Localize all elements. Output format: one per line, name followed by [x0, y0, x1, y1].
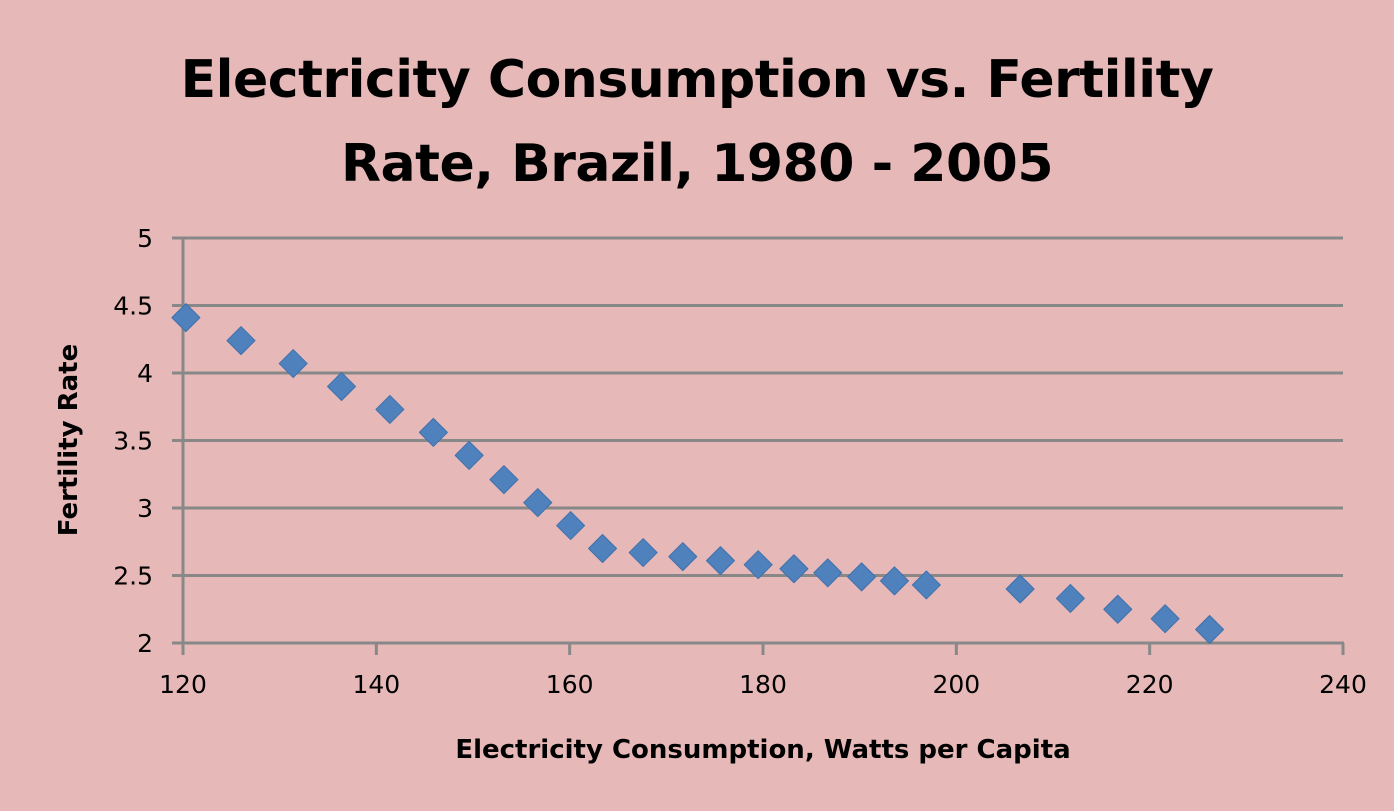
data-point [327, 372, 357, 401]
y-tick-label: 2 [137, 629, 153, 658]
data-point [1150, 604, 1180, 634]
data-point [171, 303, 201, 333]
chart-title-line-2: Rate, Brazil, 1980 - 2005 [341, 134, 1054, 194]
data-point [375, 394, 405, 424]
chart-title-line-1: Electricity Consumption vs. Fertility [180, 50, 1214, 110]
x-tick-label: 120 [159, 670, 207, 699]
data-point [879, 566, 909, 596]
y-tick-label: 2.5 [113, 562, 153, 591]
y-tick-labels: 2 2.5 3 3.5 4 4.5 5 [113, 224, 153, 658]
y-tick-label: 3 [137, 494, 153, 523]
x-tick-labels: 120 140 160 180 200 220 240 [159, 670, 1367, 699]
data-point [628, 538, 658, 568]
y-tick-label: 4.5 [113, 292, 153, 321]
data-point [489, 465, 519, 495]
data-point [847, 562, 877, 592]
x-axis-label: Electricity Consumption, Watts per Capit… [455, 735, 1070, 765]
x-tick-label: 160 [546, 670, 594, 699]
data-point [226, 326, 256, 356]
data-point [705, 546, 735, 576]
data-point [1103, 594, 1133, 624]
data-point [813, 558, 843, 588]
x-tick-label: 180 [739, 670, 787, 699]
x-tick-label: 220 [1126, 670, 1174, 699]
data-point [779, 554, 809, 584]
chart-title: Electricity Consumption vs. Fertility Ra… [0, 38, 1394, 206]
x-tick-label: 140 [352, 670, 400, 699]
data-point [556, 511, 586, 541]
x-tick-label: 200 [932, 670, 980, 699]
data-point [418, 417, 448, 447]
data-point [1005, 574, 1035, 604]
x-tick-label: 240 [1319, 670, 1367, 699]
data-point [911, 570, 941, 600]
gridlines [172, 236, 1343, 645]
y-tick-label: 3.5 [113, 427, 153, 456]
data-point [523, 488, 553, 518]
y-tick-label: 5 [137, 224, 153, 253]
data-points [171, 303, 1225, 644]
y-axis-label: Fertility Rate [54, 344, 84, 536]
data-point [668, 542, 698, 572]
data-point [743, 550, 773, 580]
data-point [588, 534, 618, 563]
data-point [454, 440, 484, 470]
y-tick-label: 4 [137, 359, 153, 388]
data-point [278, 349, 308, 379]
axes [172, 238, 1345, 655]
data-point [1195, 615, 1225, 644]
data-point [1055, 583, 1085, 613]
